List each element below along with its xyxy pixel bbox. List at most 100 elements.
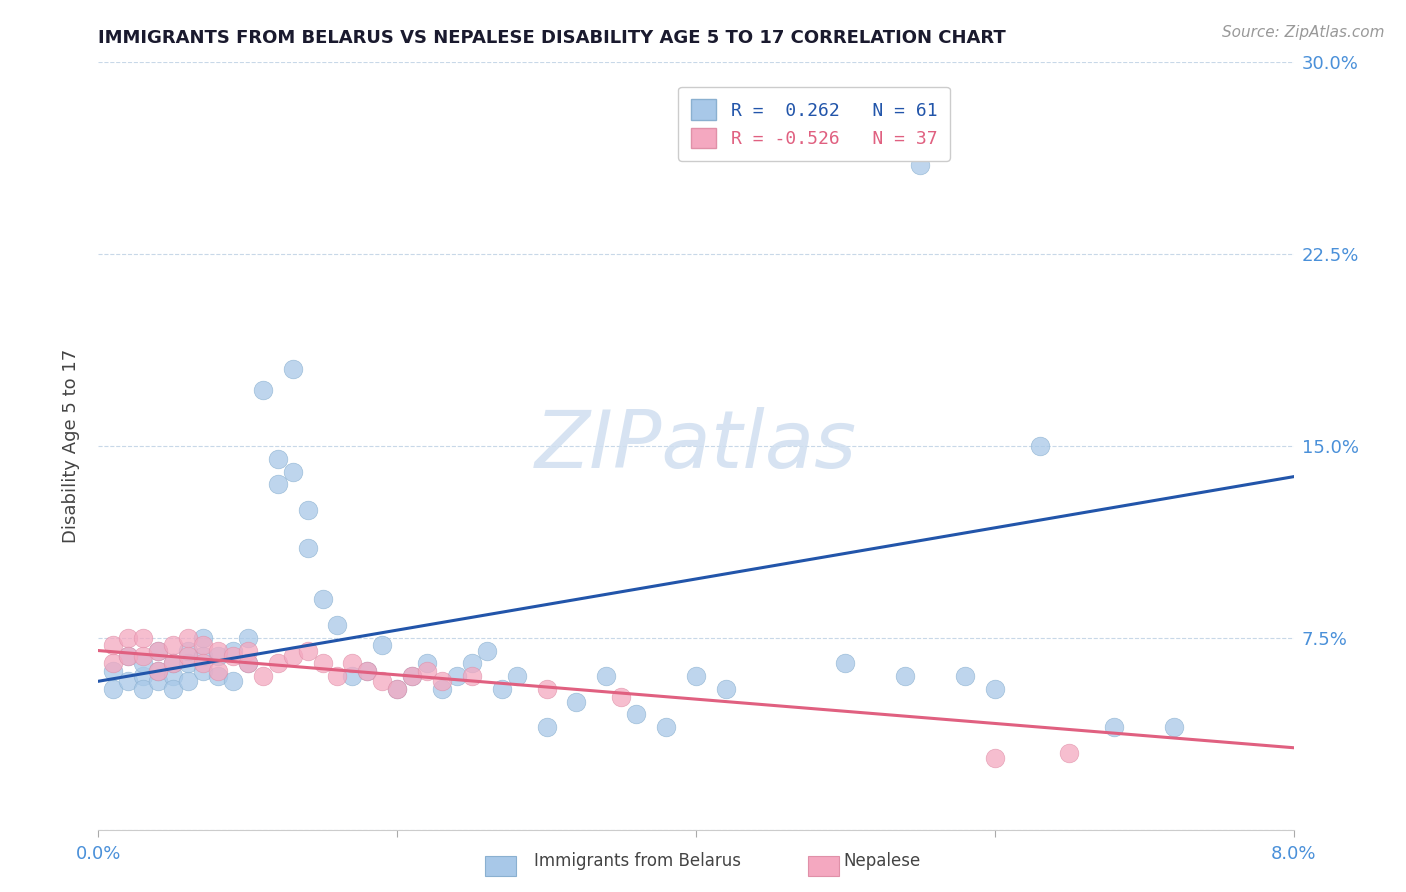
Legend: R =  0.262   N = 61, R = -0.526   N = 37: R = 0.262 N = 61, R = -0.526 N = 37 bbox=[678, 87, 950, 161]
Point bbox=[103, 639, 125, 653]
Point bbox=[342, 657, 364, 671]
Point bbox=[491, 681, 513, 696]
Point bbox=[207, 643, 229, 657]
Point bbox=[461, 657, 484, 671]
Point bbox=[461, 669, 484, 683]
Point bbox=[416, 664, 439, 678]
Point bbox=[342, 669, 364, 683]
Point bbox=[148, 664, 170, 678]
Point bbox=[132, 681, 155, 696]
Y-axis label: Disability Age 5 to 17: Disability Age 5 to 17 bbox=[62, 349, 80, 543]
Point bbox=[162, 669, 184, 683]
Point bbox=[148, 674, 170, 689]
Point bbox=[236, 643, 259, 657]
Point bbox=[953, 669, 976, 683]
Point bbox=[1163, 720, 1185, 734]
Point bbox=[1028, 439, 1050, 453]
Point bbox=[536, 681, 558, 696]
Point bbox=[103, 681, 125, 696]
Point bbox=[236, 657, 259, 671]
Point bbox=[162, 657, 184, 671]
Point bbox=[207, 669, 229, 683]
Point bbox=[117, 648, 139, 663]
Point bbox=[132, 657, 155, 671]
Point bbox=[311, 657, 333, 671]
Point bbox=[385, 681, 409, 696]
Point bbox=[371, 674, 394, 689]
Point bbox=[177, 674, 200, 689]
Point bbox=[117, 631, 139, 645]
Point bbox=[148, 643, 170, 657]
Point bbox=[356, 664, 378, 678]
Point bbox=[162, 639, 184, 653]
Point bbox=[297, 541, 319, 556]
Point bbox=[162, 657, 184, 671]
Point bbox=[894, 669, 917, 683]
Point bbox=[595, 669, 617, 683]
Point bbox=[148, 643, 170, 657]
Point bbox=[177, 657, 200, 671]
Point bbox=[356, 664, 378, 678]
Point bbox=[984, 751, 1007, 765]
Point bbox=[685, 669, 707, 683]
Point bbox=[1104, 720, 1126, 734]
Point bbox=[281, 465, 304, 479]
Point bbox=[506, 669, 529, 683]
Point bbox=[207, 648, 229, 663]
Point bbox=[148, 664, 170, 678]
Point bbox=[267, 451, 290, 466]
Point bbox=[252, 669, 274, 683]
Text: IMMIGRANTS FROM BELARUS VS NEPALESE DISABILITY AGE 5 TO 17 CORRELATION CHART: IMMIGRANTS FROM BELARUS VS NEPALESE DISA… bbox=[98, 29, 1007, 47]
Point bbox=[297, 643, 319, 657]
Point bbox=[326, 618, 349, 632]
Point bbox=[536, 720, 558, 734]
Point bbox=[446, 669, 468, 683]
Point bbox=[207, 664, 229, 678]
Point bbox=[132, 631, 155, 645]
Point bbox=[191, 664, 214, 678]
Point bbox=[401, 669, 423, 683]
Point bbox=[385, 681, 409, 696]
Text: Source: ZipAtlas.com: Source: ZipAtlas.com bbox=[1222, 25, 1385, 40]
Point bbox=[103, 657, 125, 671]
Point bbox=[430, 681, 453, 696]
Point bbox=[117, 674, 139, 689]
Point bbox=[191, 657, 214, 671]
Point bbox=[610, 690, 633, 704]
Point bbox=[191, 631, 214, 645]
Point bbox=[222, 648, 245, 663]
Point bbox=[311, 592, 333, 607]
Point bbox=[132, 648, 155, 663]
Point bbox=[236, 657, 259, 671]
Point bbox=[222, 643, 245, 657]
Point bbox=[834, 657, 856, 671]
Point bbox=[222, 674, 245, 689]
Point bbox=[281, 362, 304, 376]
Point bbox=[177, 643, 200, 657]
Point bbox=[1059, 746, 1081, 760]
Text: Immigrants from Belarus: Immigrants from Belarus bbox=[534, 852, 741, 870]
Point bbox=[162, 681, 184, 696]
Point bbox=[236, 631, 259, 645]
Point bbox=[103, 664, 125, 678]
Point bbox=[281, 648, 304, 663]
Point bbox=[626, 707, 648, 722]
Text: ZIPatlas: ZIPatlas bbox=[534, 407, 858, 485]
Point bbox=[252, 383, 274, 397]
Point bbox=[117, 648, 139, 663]
Point bbox=[297, 503, 319, 517]
Point bbox=[326, 669, 349, 683]
Point bbox=[191, 648, 214, 663]
Point bbox=[475, 643, 498, 657]
Point bbox=[191, 639, 214, 653]
Point bbox=[908, 158, 931, 172]
Point bbox=[371, 639, 394, 653]
Point bbox=[267, 657, 290, 671]
Point bbox=[565, 695, 588, 709]
Point bbox=[655, 720, 678, 734]
Point bbox=[430, 674, 453, 689]
Text: Nepalese: Nepalese bbox=[844, 852, 921, 870]
Point bbox=[714, 681, 737, 696]
Point bbox=[984, 681, 1007, 696]
Point bbox=[132, 669, 155, 683]
